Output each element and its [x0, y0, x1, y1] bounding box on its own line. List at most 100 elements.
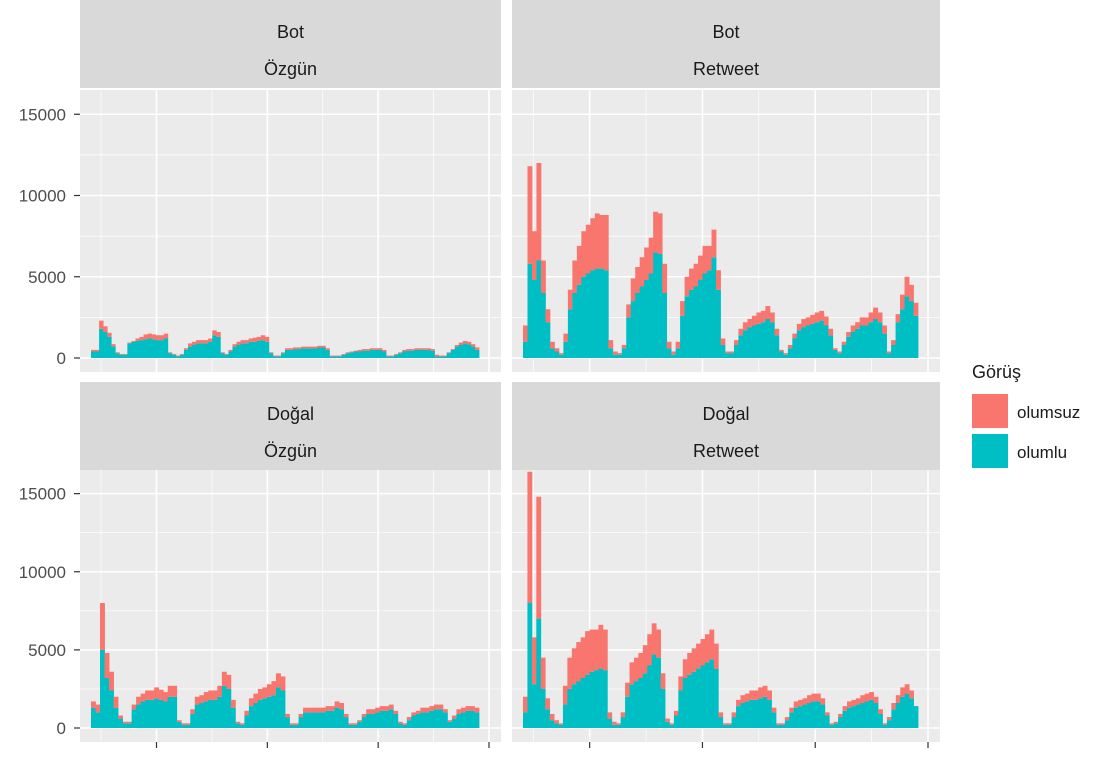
bar-olumlu: [257, 699, 263, 728]
bar-olumsuz: [188, 343, 193, 347]
bar-olumlu: [778, 351, 784, 358]
bar-olumsuz: [309, 346, 314, 349]
bar-olumlu: [230, 707, 236, 728]
bar-olumsuz: [549, 713, 555, 721]
bar-olumlu: [171, 354, 177, 358]
bar-olumlu: [647, 665, 653, 728]
bar-olumsuz: [446, 352, 452, 354]
bar-olumsuz: [465, 706, 471, 711]
bar-olumlu: [540, 688, 546, 728]
bar-olumsuz: [460, 707, 466, 713]
bar-olumlu: [175, 356, 181, 358]
bar-olumlu: [878, 713, 883, 728]
bar-olumlu: [262, 698, 268, 728]
bar-olumsuz: [882, 723, 888, 725]
bar-olumlu: [718, 717, 724, 728]
bar-olumsuz: [669, 723, 675, 725]
bar-olumsuz: [671, 351, 677, 355]
bar-olumlu: [370, 713, 376, 728]
bar-olumlu: [103, 332, 108, 358]
bar-olumsuz: [402, 723, 408, 725]
bar-olumsuz: [402, 349, 407, 352]
bar-olumlu: [913, 315, 919, 358]
bar-olumlu: [256, 340, 262, 358]
bar-olumlu: [375, 712, 381, 728]
y-tick-label: 10000: [19, 563, 66, 582]
bar-olumsuz: [598, 624, 604, 669]
facet-strip-row-label: Doğal: [702, 404, 749, 424]
bar-olumlu: [527, 263, 533, 358]
bar-olumsuz: [111, 344, 116, 347]
bar-olumsuz: [91, 701, 96, 708]
bar-olumsuz: [891, 703, 897, 710]
bar-olumlu: [648, 273, 654, 358]
bar-olumsuz: [731, 712, 737, 718]
bar-olumlu: [454, 346, 460, 358]
bar-olumsuz: [796, 323, 802, 331]
bar-olumlu: [135, 340, 140, 358]
bar-olumlu: [693, 286, 699, 358]
bar-olumlu: [669, 724, 675, 728]
bar-olumlu: [536, 260, 542, 358]
bar-olumlu: [260, 340, 266, 358]
bar-olumsuz: [307, 707, 313, 713]
bar-olumlu: [651, 654, 657, 728]
bar-olumlu: [303, 712, 308, 728]
bar-olumsuz: [321, 345, 326, 348]
bar-olumsuz: [442, 709, 448, 713]
bar-olumsuz: [353, 350, 359, 352]
bar-olumlu: [426, 349, 431, 358]
facet-strip: [80, 0, 501, 88]
bar-olumsuz: [119, 353, 124, 355]
bar-olumlu: [154, 698, 160, 728]
bar-olumsuz: [554, 720, 559, 724]
bar-olumsuz: [675, 341, 681, 349]
bar-olumsuz: [855, 698, 861, 705]
bar-olumsuz: [651, 623, 657, 655]
bar-olumsuz: [107, 332, 112, 337]
bar-olumsuz: [819, 310, 825, 321]
bar-olumsuz: [767, 690, 772, 700]
bar-olumlu: [620, 717, 626, 728]
bar-olumlu: [787, 348, 793, 358]
bar-olumsuz: [181, 723, 187, 725]
bar-olumlu: [789, 712, 795, 728]
bar-olumlu: [531, 280, 537, 358]
bar-olumlu: [147, 338, 153, 358]
bar-olumlu: [738, 335, 744, 358]
legend-title: Görüş: [972, 362, 1021, 382]
bar-olumsuz: [352, 723, 358, 725]
bar-olumsuz: [155, 335, 161, 341]
bar-olumlu: [104, 678, 110, 728]
bar-olumlu: [602, 670, 608, 728]
bar-olumsuz: [192, 341, 197, 345]
bar-olumsuz: [895, 314, 901, 323]
bar-olumlu: [228, 351, 233, 358]
bar-olumlu: [801, 327, 807, 358]
bar-olumsuz: [139, 336, 144, 341]
bar-olumsuz: [864, 317, 870, 326]
bar-olumlu: [760, 322, 766, 358]
bar-olumsuz: [196, 340, 201, 344]
bar-olumsuz: [656, 629, 661, 658]
bar-olumsuz: [179, 353, 185, 355]
bar-olumlu: [665, 721, 670, 728]
bar-olumsuz: [305, 346, 310, 349]
bar-olumlu: [465, 710, 471, 728]
bar-olumlu: [131, 709, 137, 728]
bar-olumlu: [216, 336, 221, 358]
bar-olumsuz: [163, 333, 169, 339]
bar-olumsuz: [722, 723, 728, 725]
bar-olumsuz: [707, 245, 712, 271]
bar-olumsuz: [689, 268, 694, 290]
bar-olumlu: [842, 710, 848, 728]
bar-olumsuz: [424, 707, 430, 713]
facet-strip-col-label: Retweet: [693, 441, 759, 461]
bar-olumlu: [828, 335, 834, 358]
bar-olumsuz: [204, 340, 209, 344]
bar-olumlu: [751, 325, 757, 358]
bar-olumlu: [802, 704, 808, 728]
bar-olumsuz: [742, 322, 748, 331]
bar-olumlu: [297, 349, 302, 358]
